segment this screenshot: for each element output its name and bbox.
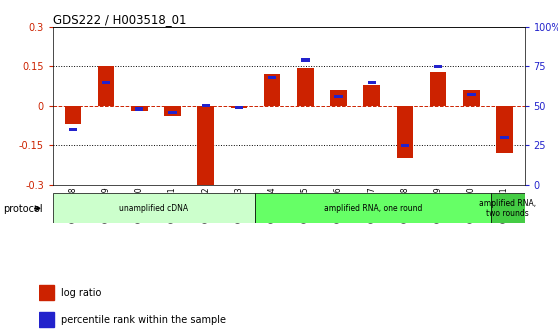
Bar [164,106,181,116]
Bar [69,128,77,131]
Bar [363,85,380,106]
Bar [463,90,480,106]
Bar [39,285,54,300]
Bar [169,111,177,114]
Bar [501,136,509,139]
Text: log ratio: log ratio [61,288,101,298]
Bar [330,90,347,106]
Text: GDS222 / H003518_01: GDS222 / H003518_01 [53,13,186,26]
Bar [135,108,143,111]
Bar [430,72,446,106]
Bar [201,104,210,108]
Bar [467,93,475,96]
Text: percentile rank within the sample: percentile rank within the sample [61,315,226,325]
Bar [297,68,314,106]
Bar [434,65,442,68]
Bar [98,66,114,106]
Bar [491,193,525,223]
Bar [235,106,243,109]
Text: unamplified cDNA: unamplified cDNA [119,204,189,213]
Bar [230,106,247,109]
Bar [397,106,413,159]
Bar [368,81,376,84]
Bar [268,76,276,79]
Bar [102,81,110,84]
Bar [334,95,343,98]
Text: amplified RNA,
two rounds: amplified RNA, two rounds [479,199,536,218]
Bar [39,312,54,327]
Bar [255,193,491,223]
Text: protocol: protocol [3,204,42,214]
Bar [53,193,255,223]
Bar [65,106,81,124]
Bar [496,106,513,153]
Text: amplified RNA, one round: amplified RNA, one round [324,204,422,213]
Bar [198,106,214,185]
Bar [401,144,409,147]
Bar [301,58,310,61]
Bar [264,74,281,106]
Bar [131,106,148,111]
